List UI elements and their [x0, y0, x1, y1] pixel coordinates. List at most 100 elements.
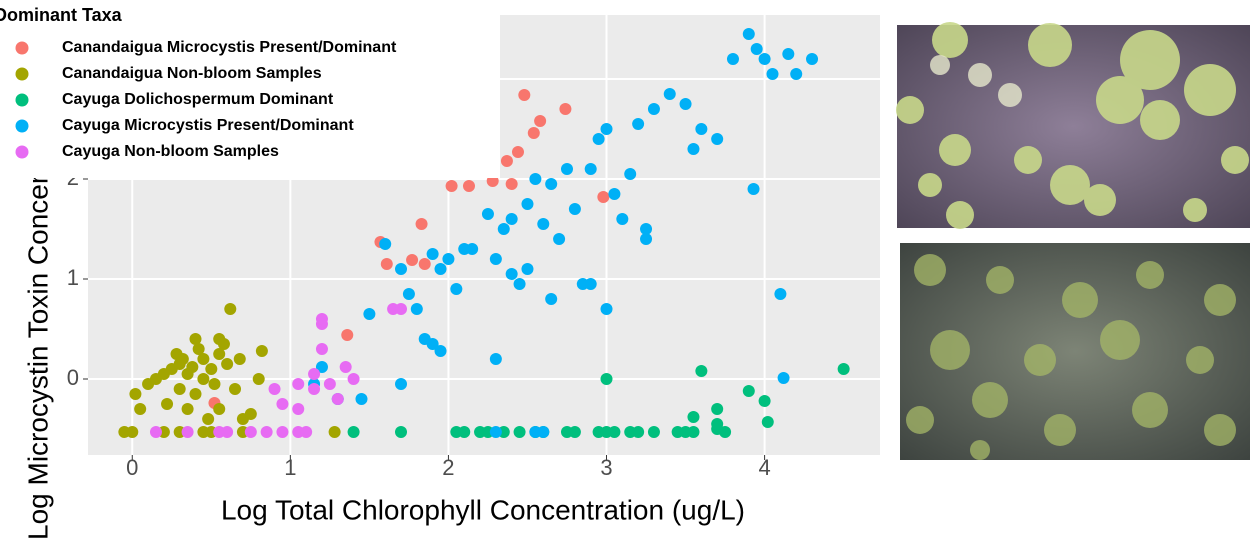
point [521, 263, 534, 275]
point [513, 278, 526, 290]
point [328, 426, 341, 438]
point [149, 426, 162, 438]
point [315, 343, 328, 355]
point [777, 372, 790, 384]
point [276, 398, 289, 410]
x-tick-label: 2 [442, 455, 454, 480]
point [134, 403, 147, 415]
point [331, 393, 344, 405]
point [568, 426, 581, 438]
point [176, 353, 189, 365]
point [489, 426, 502, 438]
point [379, 238, 392, 250]
point [181, 426, 194, 438]
point [592, 133, 605, 145]
point [189, 388, 202, 400]
legend-marker [15, 41, 29, 55]
point [255, 345, 268, 357]
point [395, 263, 408, 275]
point [315, 361, 328, 373]
point [189, 333, 202, 345]
point [489, 253, 502, 265]
point [647, 103, 660, 115]
point [687, 426, 700, 438]
legend-marker [15, 145, 29, 159]
point [406, 254, 419, 266]
point [229, 383, 242, 395]
point [129, 388, 142, 400]
legend: Dominant Taxa Canandaigua Microcystis Pr… [0, 0, 500, 178]
point [632, 118, 645, 130]
point [445, 180, 458, 192]
point [363, 308, 376, 320]
point [292, 378, 305, 390]
point [426, 338, 439, 350]
point [518, 89, 531, 101]
point [208, 378, 221, 390]
legend-title: Dominant Taxa [0, 5, 123, 25]
point [608, 188, 621, 200]
point [434, 345, 447, 357]
point [268, 383, 281, 395]
legend-label: Cayuga Microcystis Present/Dominant [62, 117, 354, 134]
point [415, 218, 428, 230]
point [395, 426, 408, 438]
point [244, 426, 257, 438]
point [450, 283, 463, 295]
photo-bottom [900, 243, 1250, 460]
point [347, 426, 360, 438]
point [221, 426, 234, 438]
legend-label: Cayuga Non-bloom Samples [62, 143, 279, 160]
point [213, 348, 226, 360]
point [513, 426, 526, 438]
point [545, 178, 558, 190]
point [559, 103, 572, 115]
point [252, 373, 265, 385]
x-axis-label: Log Total Chlorophyll Concentration (ug/… [221, 494, 745, 525]
point [553, 233, 566, 245]
point [341, 329, 354, 341]
point [276, 426, 289, 438]
legend-label: Canandaigua Non-bloom Samples [62, 65, 322, 82]
point [213, 333, 226, 345]
point [186, 361, 199, 373]
point [505, 178, 518, 190]
point [395, 303, 408, 315]
point [315, 313, 328, 325]
point [505, 268, 518, 280]
point [647, 426, 660, 438]
point [695, 123, 708, 135]
point [347, 373, 360, 385]
y-tick-label: 1 [67, 265, 79, 290]
point [529, 173, 542, 185]
point [537, 218, 550, 230]
legend-label: Cayuga Dolichospermum Dominant [62, 91, 334, 108]
point [806, 53, 819, 65]
point [790, 68, 803, 80]
point [181, 403, 194, 415]
legend-label: Canandaigua Microcystis Present/Dominant [62, 39, 397, 56]
point [687, 411, 700, 423]
point [466, 243, 479, 255]
point [197, 373, 210, 385]
point [711, 403, 724, 415]
point [758, 53, 771, 65]
point [197, 353, 210, 365]
point [511, 146, 524, 158]
point [616, 213, 629, 225]
point [197, 426, 210, 438]
x-tick-label: 0 [126, 455, 138, 480]
point [292, 403, 305, 415]
point [584, 278, 597, 290]
photo-top [896, 22, 1250, 229]
point [221, 358, 234, 370]
point [355, 393, 368, 405]
point [597, 191, 610, 203]
point [534, 115, 547, 127]
point [560, 163, 573, 175]
point [442, 253, 455, 265]
point [205, 363, 218, 375]
point [339, 361, 352, 373]
point [711, 418, 724, 430]
